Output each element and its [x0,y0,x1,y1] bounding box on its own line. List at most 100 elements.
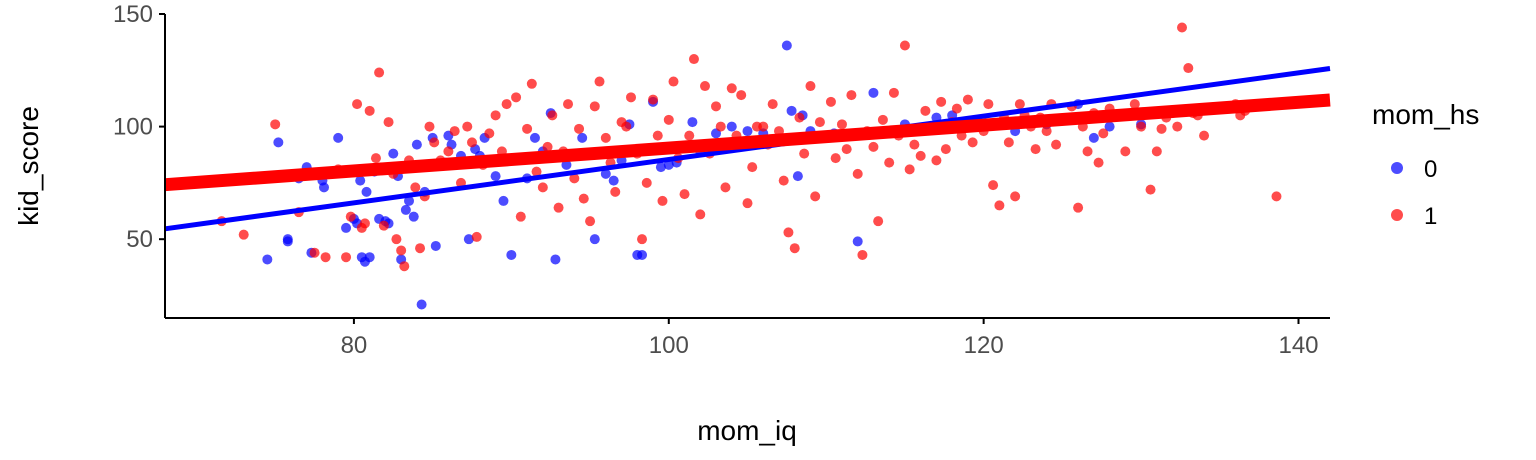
data-point-mom-hs-1 [988,180,999,191]
data-point-mom-hs-1 [1136,121,1147,132]
data-point-mom-hs-1 [515,211,526,222]
data-point-mom-hs-1 [578,193,589,204]
data-point-mom-hs-1 [511,92,522,103]
legend: mom_hs 01 [1372,99,1479,230]
data-point-mom-hs-1 [569,173,580,184]
data-point-mom-hs-1 [720,182,731,193]
data-point-mom-hs-0 [868,87,879,98]
data-point-mom-hs-1 [1030,144,1041,155]
data-point-mom-hs-1 [522,123,533,134]
legend-label-0: 0 [1424,156,1437,183]
data-point-mom-hs-1 [309,247,320,258]
data-point-mom-hs-1 [758,121,769,132]
data-point-mom-hs-0 [273,137,284,148]
data-point-mom-hs-1 [1199,130,1210,141]
data-point-mom-hs-1 [767,99,778,110]
data-point-mom-hs-1 [531,166,542,177]
data-point-mom-hs-0 [262,254,273,265]
data-point-mom-hs-1 [542,141,553,152]
data-point-mom-hs-0 [550,254,561,265]
data-point-mom-hs-1 [341,252,352,263]
data-point-mom-hs-1 [830,153,841,164]
data-point-mom-hs-1 [836,119,847,130]
data-point-mom-hs-1 [1172,121,1183,132]
data-point-mom-hs-1 [443,146,454,157]
data-point-mom-hs-1 [563,99,574,110]
data-point-mom-hs-1 [884,157,895,168]
data-point-mom-hs-1 [742,198,753,209]
data-point-mom-hs-1 [600,132,611,143]
data-point-mom-hs-1 [904,164,915,175]
data-point-mom-hs-1 [1145,184,1156,195]
data-point-mom-hs-1 [378,220,389,231]
data-point-mom-hs-1 [641,177,652,188]
data-point-mom-hs-1 [783,227,794,238]
data-point-mom-hs-1 [1151,146,1162,157]
data-point-mom-hs-1 [449,126,460,137]
data-point-mom-hs-1 [1014,99,1025,110]
data-point-mom-hs-0 [577,132,588,143]
data-point-mom-hs-1 [873,216,884,227]
data-point-mom-hs-1 [799,148,810,159]
data-point-mom-hs-0 [341,222,352,233]
data-point-mom-hs-1 [1003,137,1014,148]
data-point-mom-hs-0 [852,236,863,247]
data-point-mom-hs-1 [877,114,888,125]
data-point-mom-hs-0 [655,162,666,173]
data-point-mom-hs-1 [320,252,331,263]
data-point-mom-hs-0 [1104,121,1115,132]
data-point-mom-hs-1 [424,121,435,132]
data-point-mom-hs-1 [484,128,495,139]
data-point-mom-hs-1 [899,40,910,51]
data-point-mom-hs-1 [967,137,978,148]
data-point-mom-hs-0 [529,132,540,143]
data-point-mom-hs-0 [361,186,372,197]
data-point-mom-hs-1 [909,139,920,150]
data-point-mom-hs-1 [621,121,632,132]
data-point-mom-hs-1 [657,195,668,206]
data-point-mom-hs-0 [742,126,753,137]
data-point-mom-hs-1 [1098,128,1109,139]
data-point-mom-hs-1 [747,162,758,173]
data-point-mom-hs-1 [594,76,605,87]
data-point-mom-hs-1 [695,209,706,220]
data-point-mom-hs-1 [626,92,636,103]
data-point-mom-hs-1 [951,103,962,114]
data-point-mom-hs-1 [789,243,800,254]
data-point-mom-hs-0 [463,234,474,245]
data-point-mom-hs-1 [1073,202,1084,213]
data-point-mom-hs-1 [466,137,477,148]
data-point-mom-hs-1 [940,144,951,155]
data-point-mom-hs-1 [841,144,852,155]
fit-lines-layer [164,66,1331,232]
data-point-mom-hs-1 [648,94,659,105]
data-point-mom-hs-1 [711,101,722,112]
data-point-mom-hs-1 [537,182,548,193]
data-point-mom-hs-1 [810,191,821,202]
data-point-mom-hs-1 [553,202,564,213]
data-point-mom-hs-1 [868,141,879,152]
data-point-mom-hs-0 [404,195,415,206]
data-point-mom-hs-1 [915,150,926,161]
data-point-mom-hs-1 [931,155,942,166]
data-point-mom-hs-0 [786,105,797,116]
data-point-mom-hs-1 [888,87,899,98]
legend-key-1 [1391,209,1403,221]
data-point-mom-hs-1 [391,234,402,245]
data-point-mom-hs-1 [1120,146,1131,157]
data-point-mom-hs-1 [1041,126,1052,137]
data-point-mom-hs-1 [352,99,363,110]
data-point-mom-hs-0 [411,139,422,150]
legend-label-1: 1 [1424,203,1437,230]
data-point-mom-hs-1 [471,231,482,242]
y-tick-label: 100 [113,114,153,141]
y-tick-label: 50 [126,226,153,253]
data-point-mom-hs-1 [490,110,501,121]
data-point-mom-hs-1 [1082,146,1093,157]
data-point-mom-hs-1 [374,67,385,78]
data-point-mom-hs-0 [388,148,399,159]
data-point-mom-hs-1 [778,175,789,186]
data-point-mom-hs-1 [345,211,356,222]
data-point-mom-hs-1 [526,78,537,89]
